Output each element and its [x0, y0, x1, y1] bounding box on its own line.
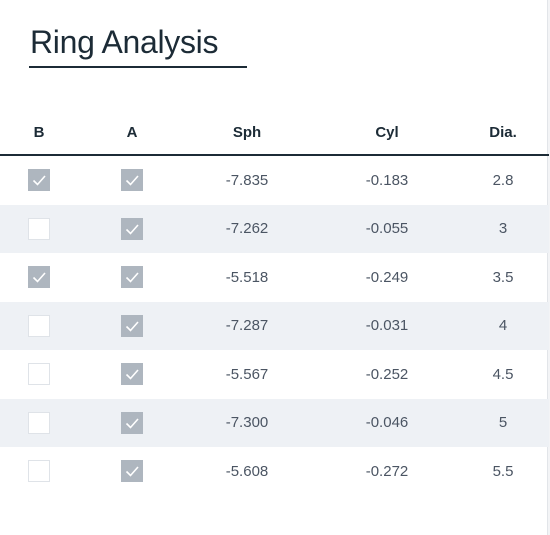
- check-icon: [32, 175, 46, 186]
- table-row: -7.835 -0.183 2.8: [0, 156, 549, 205]
- table-row: -7.287 -0.031 4: [0, 301, 549, 350]
- check-icon: [32, 272, 46, 283]
- cell-dia: 5: [498, 414, 508, 432]
- check-icon: [125, 272, 139, 283]
- checkbox-b[interactable]: [28, 314, 50, 337]
- cell-dia: 4: [498, 317, 508, 335]
- cell-sph: -7.262: [225, 220, 269, 238]
- table-body: -7.835 -0.183 2.8 -7.262 -0.055 3 -5.518…: [0, 156, 549, 496]
- column-header-cyl: Cyl: [375, 123, 399, 141]
- column-header-a: A: [126, 123, 138, 141]
- cell-sph: -5.518: [225, 268, 269, 286]
- cell-dia: 3: [498, 220, 508, 238]
- check-icon: [125, 418, 139, 429]
- cell-sph: -7.300: [225, 414, 269, 432]
- cell-sph: -5.567: [225, 365, 269, 383]
- check-icon: [125, 369, 139, 380]
- page-title: Ring Analysis: [30, 24, 219, 60]
- checkbox-b[interactable]: [28, 411, 50, 434]
- table-row: -7.300 -0.046 5: [0, 398, 549, 447]
- checkbox-a[interactable]: [121, 363, 143, 386]
- checkbox-a[interactable]: [121, 217, 143, 240]
- checkbox-a[interactable]: [121, 411, 143, 434]
- table-row: -5.608 -0.272 5.5: [0, 447, 549, 496]
- table-row: -5.567 -0.252 4.5: [0, 350, 549, 399]
- ring-table: B A Sph Cyl Dia. -7.835 -0.183 2.8 -7.26…: [0, 110, 549, 496]
- table-row: -5.518 -0.249 3.5: [0, 253, 549, 302]
- cell-cyl: -0.183: [365, 171, 409, 189]
- checkbox-a[interactable]: [121, 169, 143, 192]
- title-underline: [29, 66, 247, 68]
- checkbox-b[interactable]: [28, 217, 50, 240]
- cell-sph: -5.608: [225, 462, 269, 480]
- check-icon: [125, 224, 139, 235]
- column-header-sph: Sph: [232, 123, 262, 141]
- check-icon: [125, 175, 139, 186]
- cell-dia: 2.8: [492, 171, 514, 189]
- cell-cyl: -0.031: [365, 317, 409, 335]
- cell-dia: 5.5: [492, 462, 514, 480]
- check-icon: [125, 321, 139, 332]
- cell-dia: 3.5: [492, 268, 514, 286]
- check-icon: [125, 466, 139, 477]
- cell-dia: 4.5: [492, 365, 514, 383]
- table-header: B A Sph Cyl Dia.: [0, 110, 549, 156]
- checkbox-b[interactable]: [28, 460, 50, 483]
- cell-cyl: -0.055: [365, 220, 409, 238]
- cell-cyl: -0.249: [365, 268, 409, 286]
- table-row: -7.262 -0.055 3: [0, 204, 549, 253]
- column-header-b: B: [33, 123, 45, 141]
- column-header-dia: Dia.: [489, 123, 517, 141]
- checkbox-b[interactable]: [28, 363, 50, 386]
- cell-cyl: -0.046: [365, 414, 409, 432]
- checkbox-b[interactable]: [28, 266, 50, 289]
- cell-sph: -7.835: [225, 171, 269, 189]
- cell-cyl: -0.272: [365, 462, 409, 480]
- checkbox-b[interactable]: [28, 169, 50, 192]
- checkbox-a[interactable]: [121, 314, 143, 337]
- checkbox-a[interactable]: [121, 460, 143, 483]
- cell-sph: -7.287: [225, 317, 269, 335]
- cell-cyl: -0.252: [365, 365, 409, 383]
- checkbox-a[interactable]: [121, 266, 143, 289]
